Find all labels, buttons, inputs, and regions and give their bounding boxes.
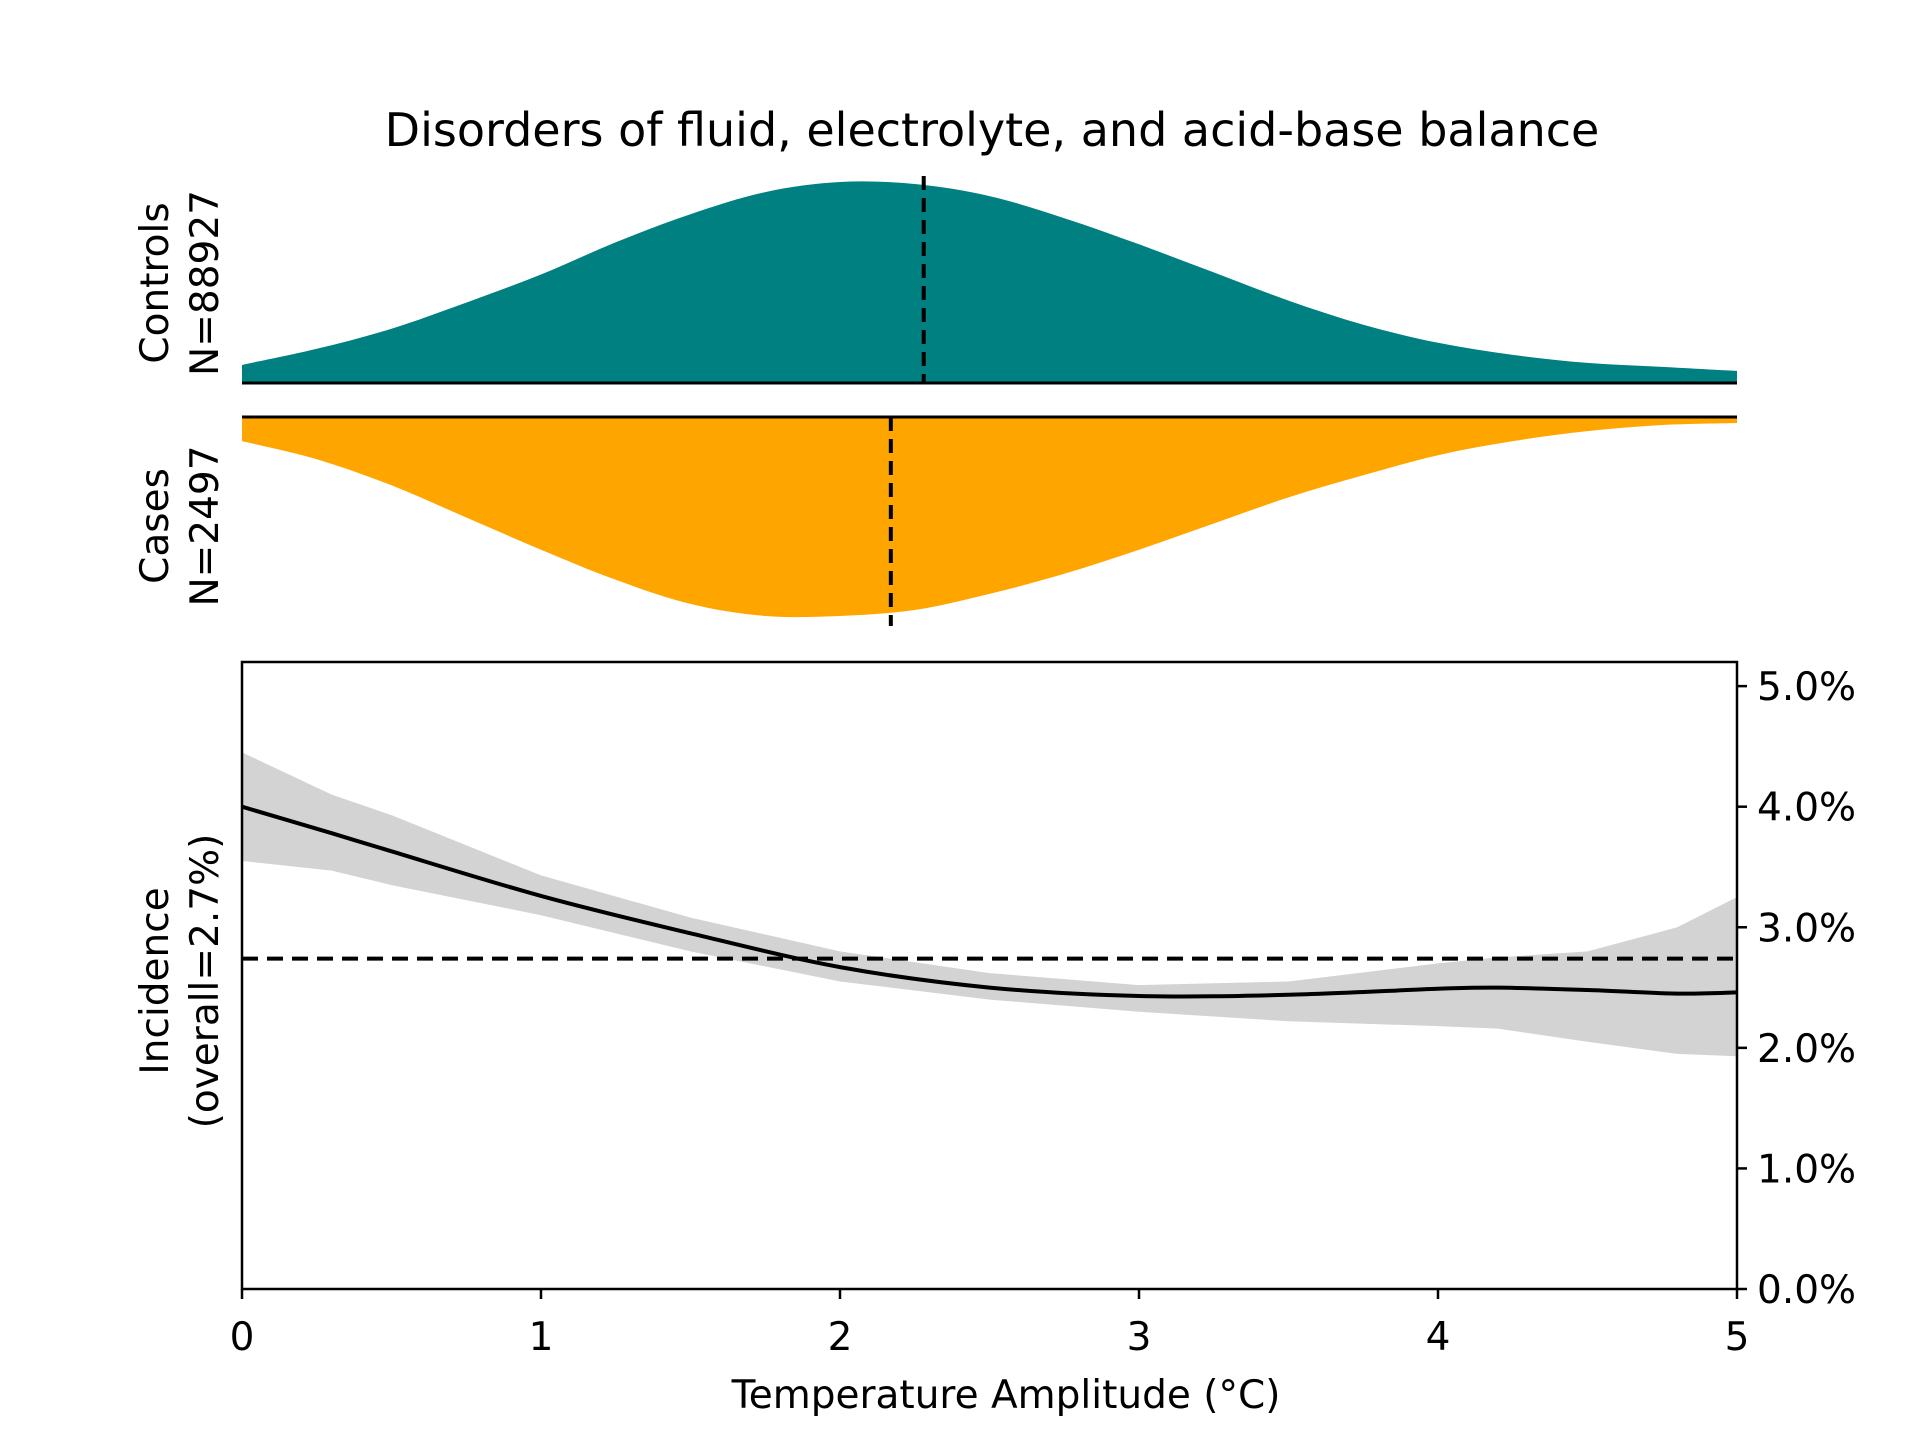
x-tick-label: 0 [230, 1315, 255, 1360]
x-axis-label: Temperature Amplitude (°C) [731, 1373, 1281, 1418]
y-tick-label: 2.0% [1757, 1027, 1856, 1072]
cases-density-area [242, 417, 1737, 618]
controls-label: Controls [133, 202, 178, 363]
controls-n-label: N=88927 [183, 190, 228, 376]
plot-frame [240, 660, 1739, 1291]
chart-title: Disorders of fluid, electrolyte, and aci… [385, 103, 1600, 157]
controls-density-area [242, 181, 1737, 383]
controls-panel: Controls N=88927 [133, 176, 1737, 385]
incidence-panel: Incidence (overall=2.7%) Temperature Amp… [133, 660, 1856, 1418]
incidence-ylabel-line1: Incidence [133, 887, 178, 1074]
y-tick-label: 5.0% [1757, 665, 1856, 710]
incidence-ylabel-line2: (overall=2.7%) [183, 834, 228, 1129]
x-tick-label: 4 [1426, 1315, 1451, 1360]
x-tick-label: 2 [828, 1315, 853, 1360]
y-tick-label: 1.0% [1757, 1147, 1856, 1192]
incidence-line [241, 804, 1738, 999]
y-tick-label: 0.0% [1757, 1268, 1856, 1313]
confidence-band [242, 752, 1737, 1057]
y-tick-label: 3.0% [1757, 906, 1856, 951]
cases-label: Cases [133, 468, 178, 584]
x-tick-label: 5 [1725, 1315, 1750, 1360]
cases-panel: Cases N=2497 [133, 415, 1737, 626]
y-tick-label: 4.0% [1757, 786, 1856, 831]
x-tick-label: 1 [529, 1315, 554, 1360]
x-tick-label: 3 [1127, 1315, 1152, 1360]
cases-n-label: N=2497 [183, 445, 228, 606]
